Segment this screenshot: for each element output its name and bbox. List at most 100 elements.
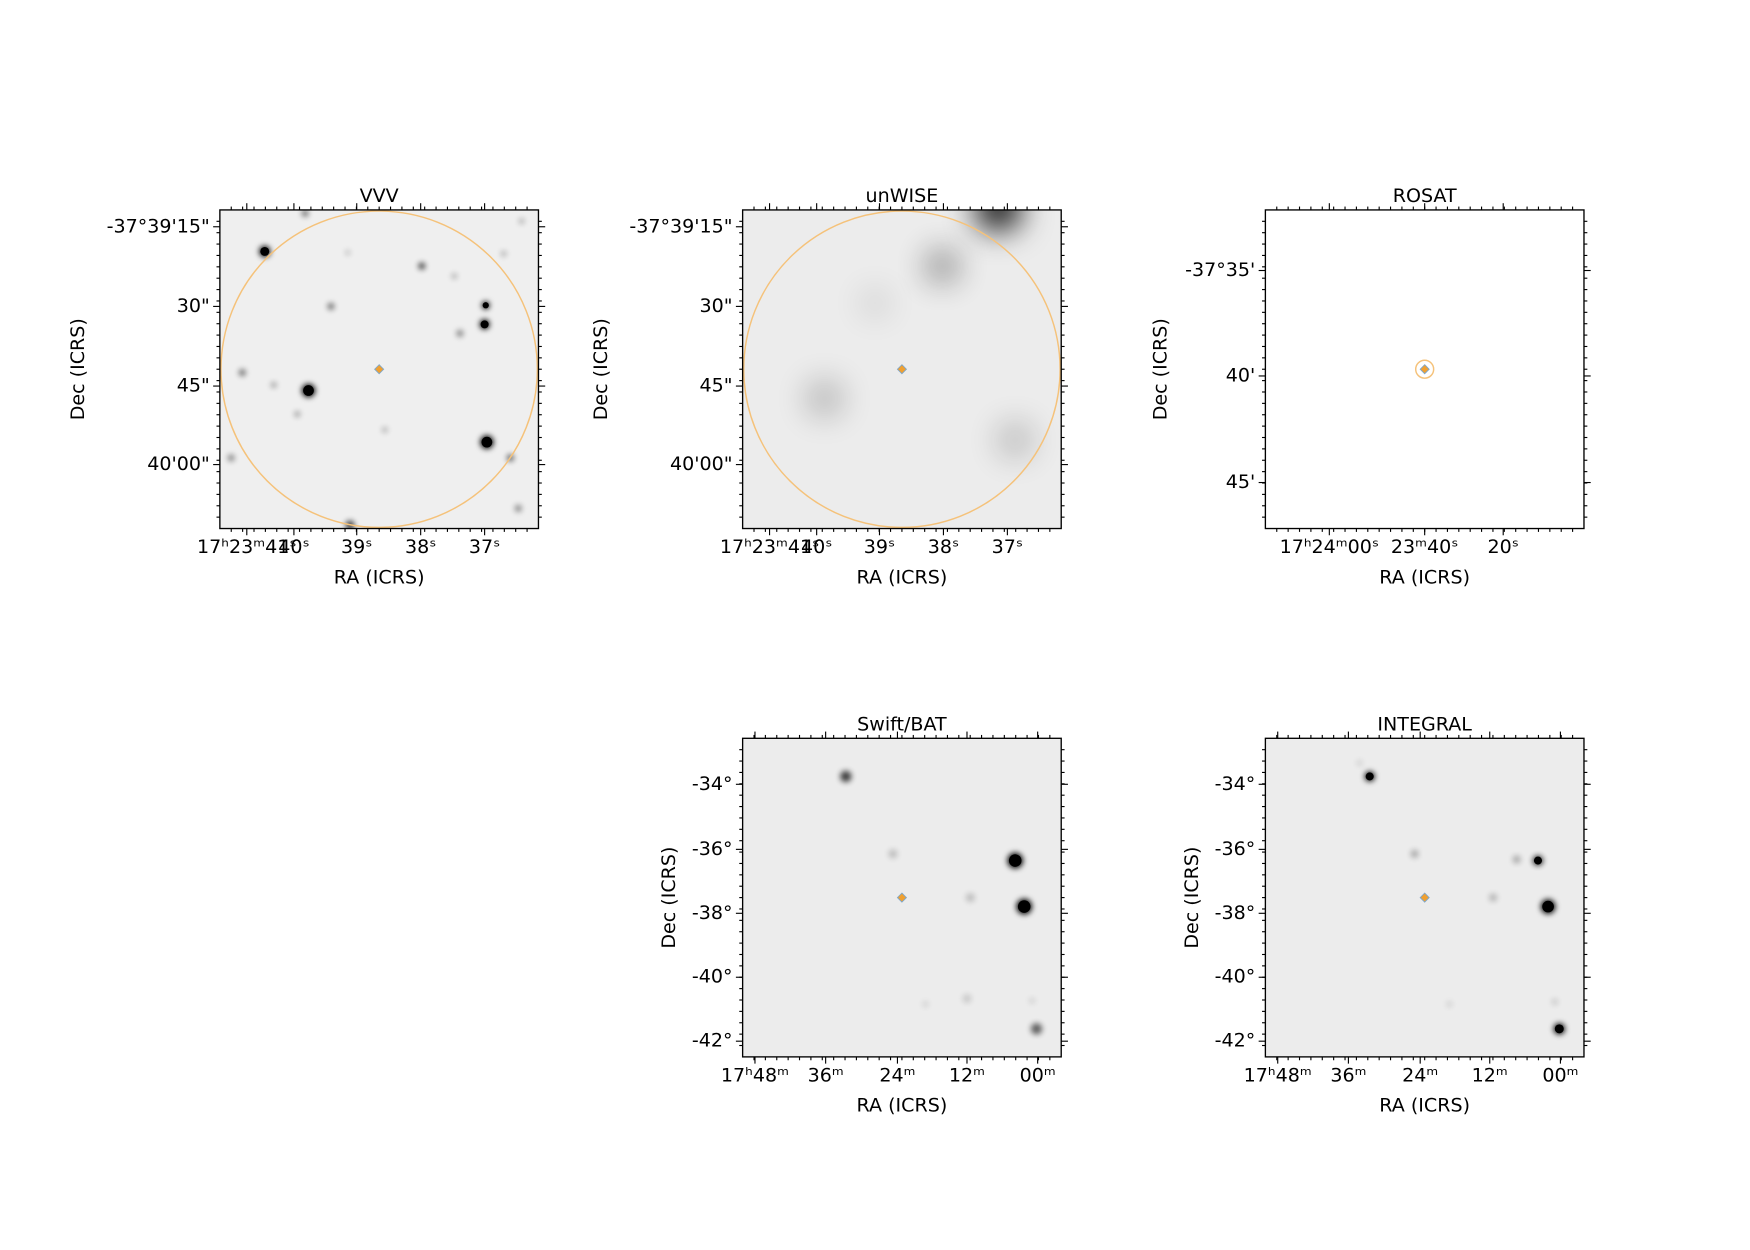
x-tick-label: 20ˢ bbox=[1488, 536, 1519, 558]
x-tick-label: 17ʰ23ᵐ41ˢ bbox=[197, 536, 296, 558]
y-tick-label: 30" bbox=[700, 295, 733, 317]
y-axis-label: Dec (ICRS) bbox=[1181, 847, 1203, 949]
y-axis-label: Dec (ICRS) bbox=[658, 847, 680, 949]
x-tick-label: 17ʰ48ᵐ bbox=[721, 1064, 789, 1086]
y-tick-label: -42° bbox=[692, 1030, 733, 1052]
x-tick-label: 00ᵐ bbox=[1542, 1064, 1578, 1086]
panel: 17ʰ48ᵐ 36ᵐ 24ᵐ 12ᵐ 00ᵐ -34° -36° -38° -40° -42° Sw… bbox=[658, 713, 1068, 1117]
x-tick-label: 39ˢ bbox=[864, 536, 895, 558]
y-tick-label: -38° bbox=[1215, 902, 1256, 924]
y-tick-label: 40' bbox=[1226, 364, 1256, 386]
source bbox=[965, 893, 975, 903]
target-marker bbox=[374, 364, 385, 375]
source bbox=[888, 849, 898, 859]
y-tick-label: -38° bbox=[692, 902, 733, 924]
x-tick-label: 24ᵐ bbox=[1402, 1064, 1438, 1086]
image bbox=[220, 209, 539, 529]
search-radius bbox=[743, 210, 1061, 529]
target-marker bbox=[1419, 892, 1430, 903]
source bbox=[922, 1000, 929, 1008]
image bbox=[1356, 759, 1565, 1035]
x-axis-label: RA (ICRS) bbox=[334, 566, 425, 588]
y-tick-label: -40° bbox=[1215, 966, 1256, 988]
source bbox=[806, 380, 843, 417]
source bbox=[514, 504, 522, 512]
x-tick-label: 38ˢ bbox=[405, 536, 436, 558]
source bbox=[997, 421, 1034, 458]
source bbox=[227, 454, 235, 462]
source bbox=[270, 382, 277, 388]
source bbox=[926, 250, 959, 282]
x-tick-label: 12ᵐ bbox=[949, 1064, 985, 1086]
source-core bbox=[1542, 900, 1554, 913]
panel: 17ʰ24ᵐ00ˢ 23ᵐ40ˢ 20ˢ -37°35' 40' 45' ROSAT RA (… bbox=[1150, 185, 1591, 588]
x-tick-label: 17ʰ24ᵐ00ˢ bbox=[1280, 536, 1379, 558]
source bbox=[456, 329, 464, 337]
x-tick-label: 36ᵐ bbox=[808, 1064, 844, 1086]
source bbox=[518, 218, 525, 224]
y-tick-label: -40° bbox=[692, 966, 733, 988]
y-tick-label: 45" bbox=[700, 375, 733, 397]
source bbox=[840, 770, 852, 783]
source bbox=[301, 209, 309, 217]
y-tick-label: -37°39'15" bbox=[629, 215, 732, 237]
source bbox=[1410, 849, 1419, 858]
source bbox=[1445, 1000, 1453, 1008]
source-core bbox=[260, 246, 270, 256]
panel: 17ʰ48ᵐ 36ᵐ 24ᵐ 12ᵐ 00ᵐ -34° -36° -38° -40° -42° IN… bbox=[1181, 713, 1591, 1117]
source bbox=[1489, 893, 1498, 902]
x-tick-label: 17ʰ48ᵐ bbox=[1244, 1064, 1312, 1086]
x-tick-label: 23ᵐ40ˢ bbox=[1391, 536, 1459, 558]
source bbox=[500, 250, 507, 257]
source-core bbox=[303, 385, 314, 396]
x-axis-label: RA (ICRS) bbox=[1379, 1095, 1470, 1117]
x-tick-label: 24ᵐ bbox=[879, 1064, 915, 1086]
source-core bbox=[482, 302, 489, 309]
target-marker bbox=[1419, 364, 1430, 375]
y-tick-label: -36° bbox=[692, 838, 733, 860]
x-axis-label: RA (ICRS) bbox=[857, 566, 948, 588]
y-tick-label: -34° bbox=[692, 773, 733, 795]
source-core bbox=[1533, 856, 1543, 865]
target-marker bbox=[896, 892, 908, 903]
source bbox=[1030, 1023, 1043, 1035]
source bbox=[962, 994, 972, 1004]
source bbox=[859, 287, 891, 319]
x-axis-label: RA (ICRS) bbox=[857, 1095, 948, 1117]
search-radius bbox=[220, 210, 539, 529]
y-tick-label: 40'00" bbox=[670, 453, 733, 475]
x-tick-label: 40ˢ bbox=[278, 536, 309, 558]
panel-title: INTEGRAL bbox=[1377, 713, 1472, 735]
source bbox=[418, 262, 426, 270]
panel-title: Swift/BAT bbox=[857, 713, 947, 735]
y-axis-label: Dec (ICRS) bbox=[590, 318, 612, 420]
x-tick-label: 17ʰ23ᵐ41ˢ bbox=[720, 536, 819, 558]
source-core bbox=[1554, 1024, 1564, 1034]
x-tick-label: 37ˢ bbox=[992, 536, 1023, 558]
image bbox=[743, 209, 1061, 529]
source bbox=[451, 273, 458, 279]
y-tick-label: -36° bbox=[1215, 838, 1256, 860]
y-tick-label: -37°35' bbox=[1185, 259, 1255, 281]
image bbox=[840, 770, 1043, 1035]
source bbox=[1028, 997, 1036, 1005]
y-tick-label: 45" bbox=[177, 375, 210, 397]
y-tick-label: 30" bbox=[177, 295, 210, 317]
source-core bbox=[481, 436, 493, 448]
x-tick-label: 39ˢ bbox=[341, 536, 372, 558]
source bbox=[345, 250, 350, 255]
x-tick-label: 37ˢ bbox=[469, 536, 500, 558]
y-tick-label: 45' bbox=[1226, 471, 1256, 493]
x-tick-label: 00ᵐ bbox=[1020, 1064, 1056, 1086]
x-tick-label: 12ᵐ bbox=[1472, 1064, 1508, 1086]
y-axis-label: Dec (ICRS) bbox=[67, 318, 89, 420]
x-axis-label: RA (ICRS) bbox=[1379, 566, 1470, 588]
source bbox=[381, 427, 388, 433]
source bbox=[238, 369, 246, 376]
y-tick-label: -34° bbox=[1215, 773, 1256, 795]
source bbox=[1356, 759, 1363, 767]
image bbox=[1414, 359, 1435, 379]
